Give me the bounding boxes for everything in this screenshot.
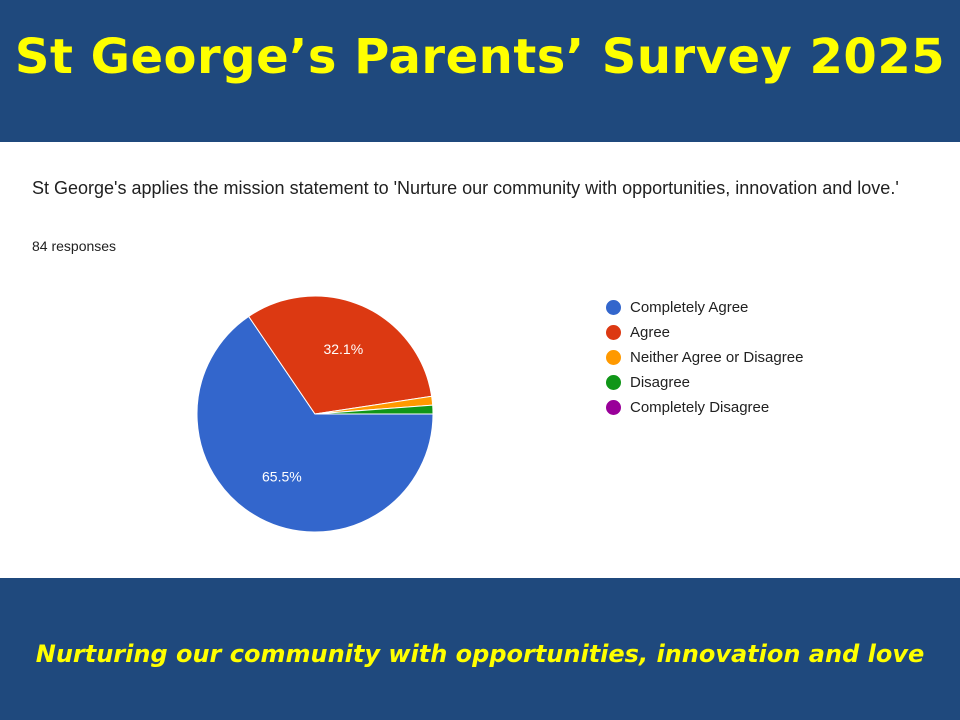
- legend-item: Neither Agree or Disagree: [606, 345, 803, 370]
- pie-data-label: 65.5%: [262, 469, 302, 485]
- pie-slice-disagree: [314, 404, 434, 415]
- legend-swatch: [606, 375, 621, 390]
- chart-panel: St George's applies the mission statemen…: [0, 142, 960, 578]
- footer-tagline: Nurturing our community with opportuniti…: [35, 640, 925, 668]
- pie-slice-agree: [247, 295, 433, 415]
- footer-band: Nurturing our community with opportuniti…: [0, 578, 960, 720]
- legend-swatch: [606, 300, 621, 315]
- legend-swatch: [606, 400, 621, 415]
- pie-data-label: 32.1%: [323, 341, 363, 357]
- legend-swatch: [606, 325, 621, 340]
- legend-item: Completely Disagree: [606, 395, 803, 420]
- pie-chart: 65.5% 32.1%: [196, 295, 434, 533]
- response-count: 84 responses: [32, 238, 117, 254]
- page-title: St George’s Parents’ Survey 2025: [14, 29, 946, 85]
- pie-slice-completely-agree: [196, 315, 434, 533]
- legend-label: Neither Agree or Disagree: [630, 349, 804, 366]
- legend-label: Completely Disagree: [630, 399, 770, 416]
- legend-item: Completely Agree: [606, 295, 803, 320]
- legend-item: Disagree: [606, 370, 803, 395]
- legend-item: Agree: [606, 320, 803, 345]
- legend-label: Agree: [630, 324, 671, 341]
- header-band: St George’s Parents’ Survey 2025: [0, 0, 960, 142]
- chart-legend: Completely Agree Agree Neither Agree or Di…: [606, 295, 803, 420]
- legend-label: Completely Agree: [630, 299, 749, 316]
- legend-swatch: [606, 350, 621, 365]
- legend-label: Disagree: [630, 374, 691, 391]
- question-text: St George's applies the mission statemen…: [32, 178, 899, 198]
